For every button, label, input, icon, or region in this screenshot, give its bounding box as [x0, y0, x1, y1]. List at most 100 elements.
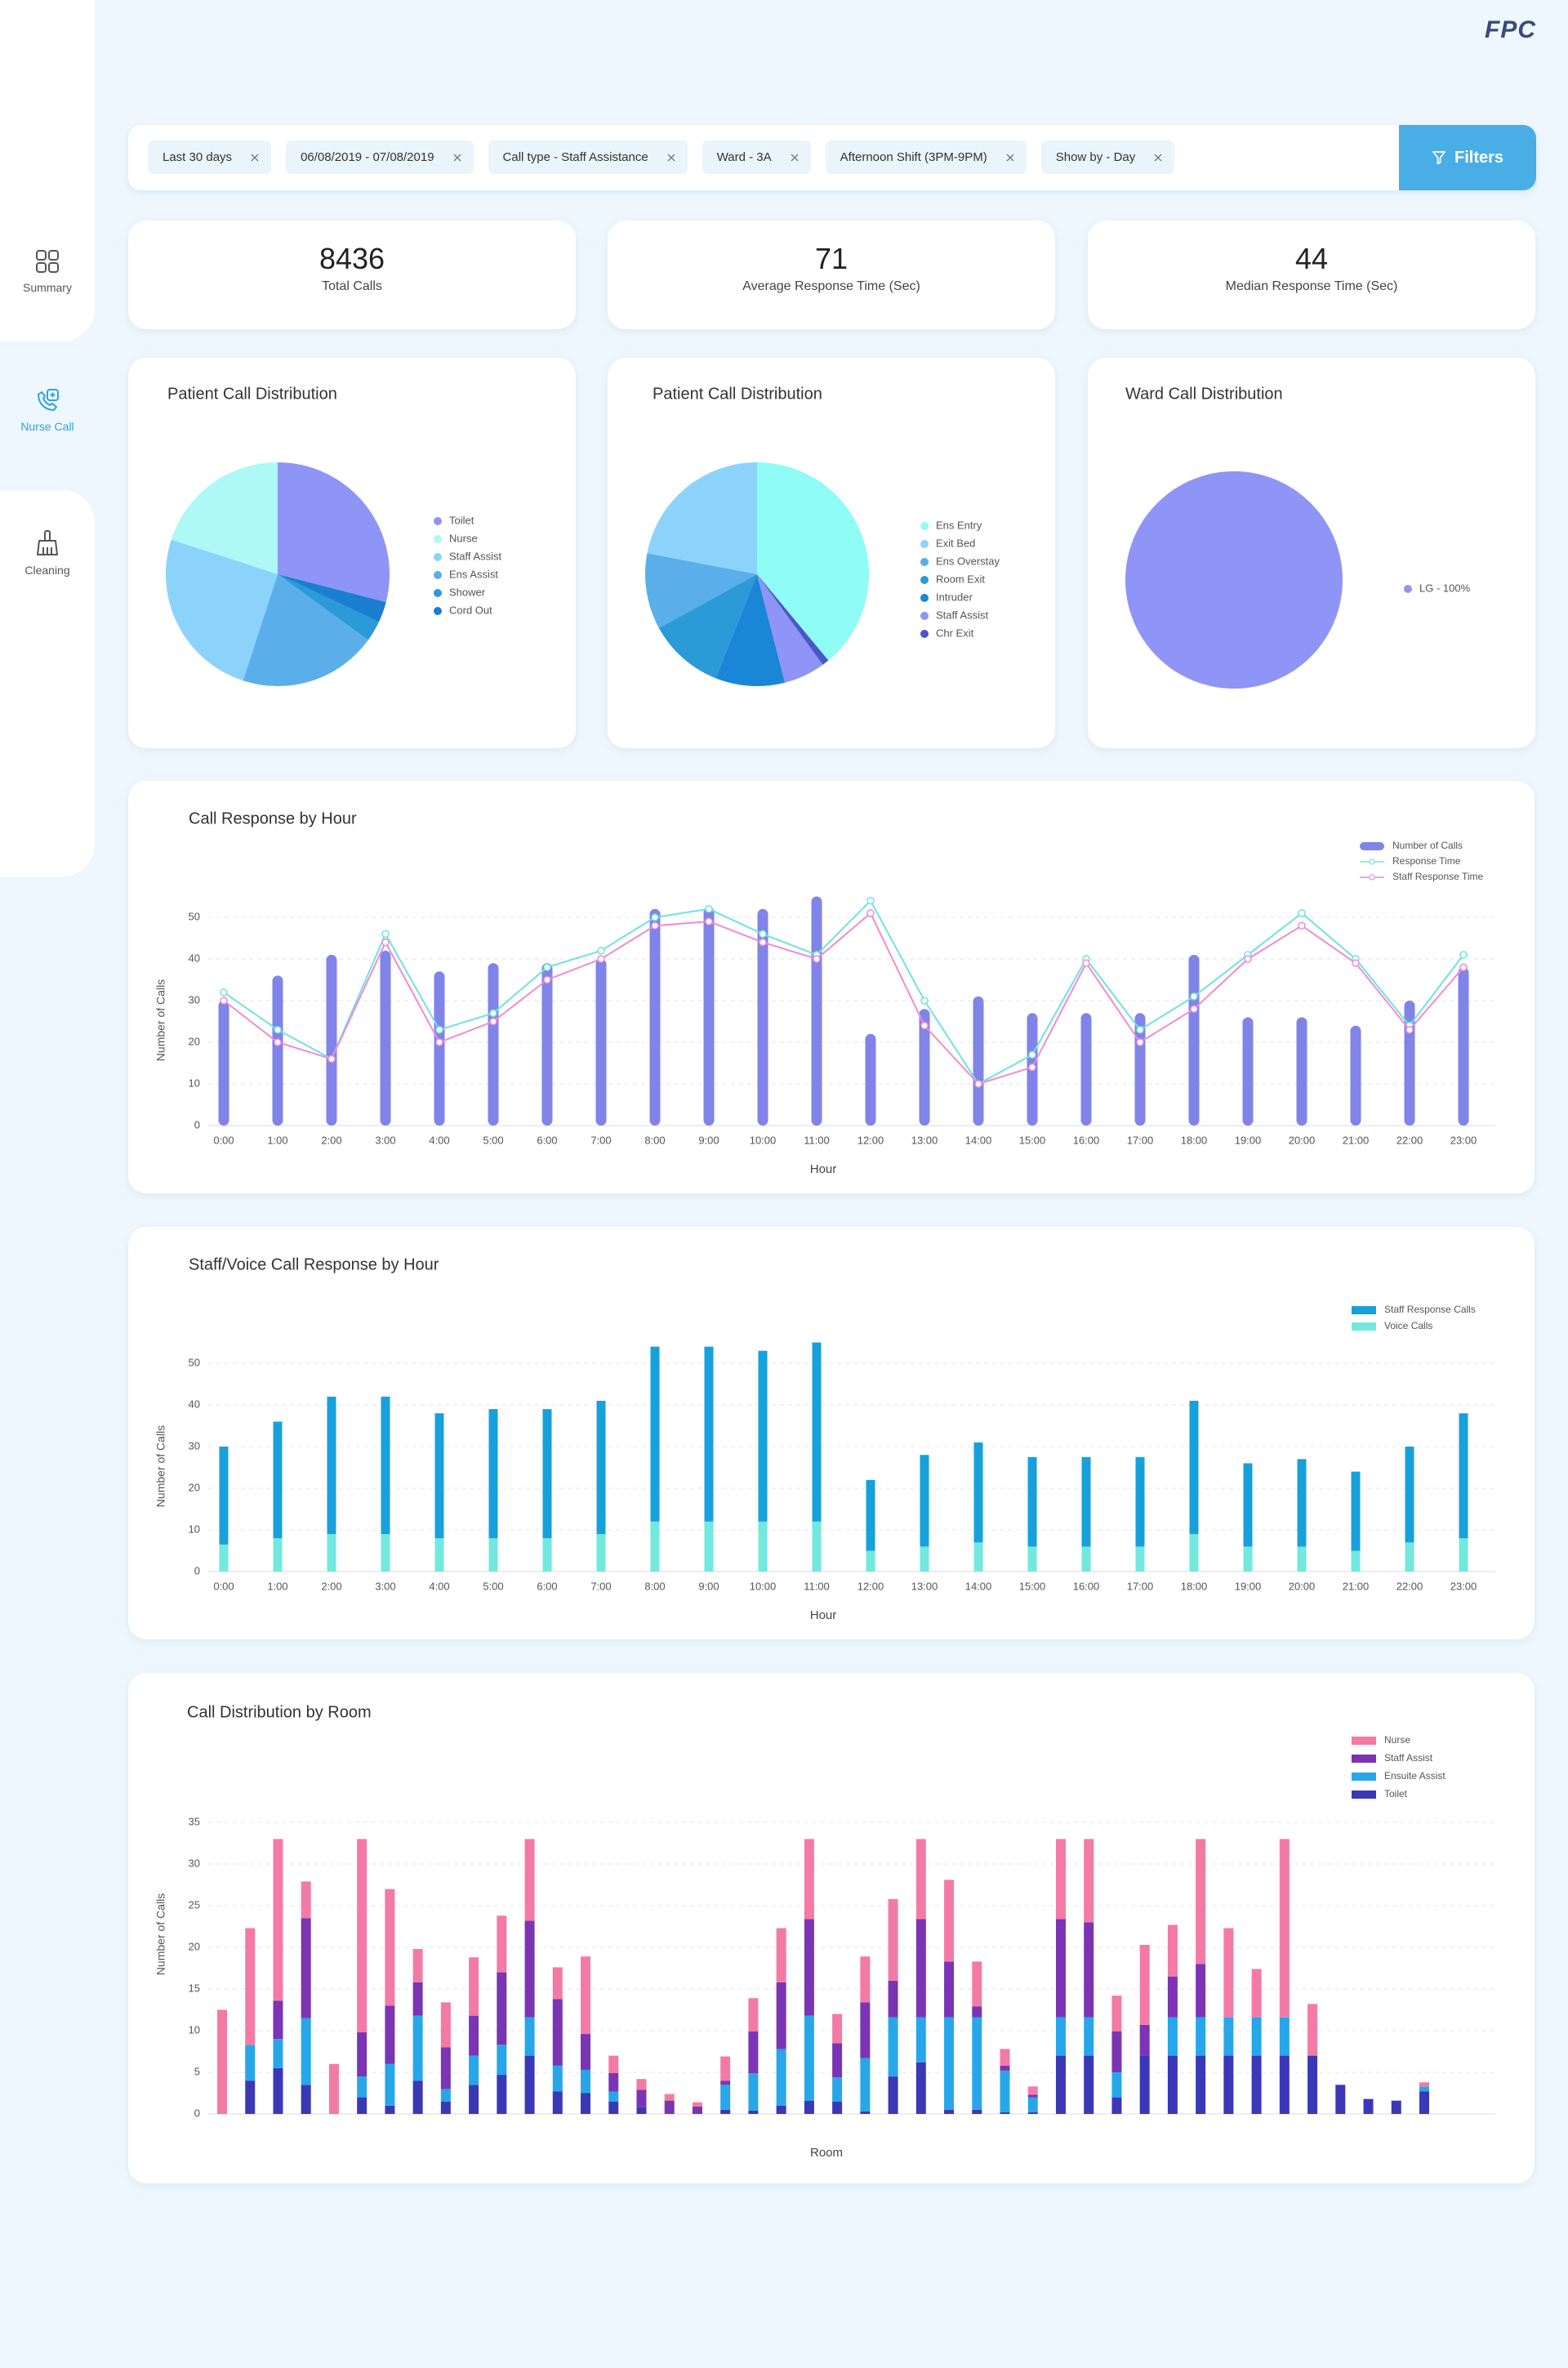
x-tick-label: 6:00	[537, 1134, 557, 1146]
bar-segment	[1055, 1839, 1066, 1920]
legend-label: Toilet	[1384, 1788, 1408, 1799]
bar-segment	[357, 2097, 368, 2114]
bar-segment	[1055, 2055, 1066, 2114]
bar-segment	[748, 2031, 759, 2074]
kpi-value: 8436	[318, 242, 385, 275]
bar-segment	[1000, 2065, 1010, 2071]
legend-swatch	[1352, 1773, 1376, 1781]
bar-segment	[920, 1455, 929, 1547]
filters-button[interactable]: Filters	[1399, 125, 1536, 190]
nav-nurse-call[interactable]: Nurse Call	[0, 387, 95, 433]
bar-segment	[469, 2015, 479, 2056]
line-point	[435, 1038, 443, 1046]
bar-segment	[692, 2106, 702, 2114]
x-tick-label: 15:00	[1019, 1134, 1046, 1146]
bar-segment	[944, 2109, 955, 2114]
bar-segment	[1251, 2055, 1262, 2114]
chip-close-icon[interactable]	[666, 153, 676, 163]
y-tick-label: 5	[194, 2065, 200, 2077]
nav-summary[interactable]: Summary	[0, 248, 95, 294]
bar-segment	[497, 2075, 507, 2114]
legend-label: Toilet	[449, 514, 474, 526]
filter-chip[interactable]: 06/08/2019 - 07/08/2019	[286, 140, 474, 174]
x-tick-label: 19:00	[1235, 1580, 1262, 1592]
chip-close-icon[interactable]	[790, 153, 800, 163]
legend-dot	[920, 576, 929, 584]
bar-segment	[1111, 1996, 1122, 2032]
legend-dot	[434, 535, 442, 543]
x-tick-label: 5:00	[483, 1134, 503, 1146]
chip-close-icon[interactable]	[1005, 153, 1015, 163]
legend-label: Staff Response Time	[1392, 871, 1483, 882]
filter-chip[interactable]: Call type - Staff Assistance	[488, 140, 688, 174]
line-point	[759, 930, 767, 939]
x-tick-label: 0:00	[213, 1134, 234, 1146]
bar-segment	[1167, 1976, 1178, 2018]
chip-close-icon[interactable]	[1153, 153, 1163, 163]
bar-segment	[1196, 1839, 1206, 1964]
legend-label: Room Exit	[936, 573, 985, 585]
bar-segment	[245, 2045, 256, 2081]
line-point	[1405, 1025, 1414, 1034]
bar-segment	[1419, 2091, 1429, 2114]
x-tick-label: 2:00	[321, 1134, 341, 1146]
bar-segment	[412, 1949, 423, 1982]
bar-segment	[804, 2015, 814, 2101]
filter-chip[interactable]: Last 30 days	[148, 140, 272, 174]
bar-segment	[920, 1546, 929, 1572]
bar-segment	[1279, 1839, 1290, 2018]
bar	[703, 907, 715, 1126]
bar-segment	[804, 2100, 814, 2114]
chip-close-icon[interactable]	[452, 153, 462, 163]
legend-label: LG - 100%	[1419, 582, 1471, 594]
chart-card: Ward Call Distribution LG - 100%	[1088, 358, 1535, 748]
bar-segment	[327, 1396, 336, 1535]
bar-segment	[581, 2069, 591, 2094]
bar-segment	[915, 2062, 926, 2114]
chip-close-icon[interactable]	[250, 153, 260, 163]
line-point	[489, 1017, 497, 1026]
x-tick-label: 22:00	[1396, 1134, 1423, 1146]
line-point	[705, 917, 713, 925]
bar-segment	[1223, 1928, 1234, 2018]
filter-chip[interactable]: Afternoon Shift (3PM-9PM)	[825, 140, 1027, 174]
bar-segment	[385, 1889, 395, 2006]
y-tick-label: 40	[189, 1398, 200, 1410]
bar-segment	[581, 2034, 591, 2070]
bar	[1350, 1025, 1361, 1126]
bar-segment	[596, 1400, 606, 1535]
bar-segment	[832, 2101, 843, 2114]
bar-segment	[812, 1521, 822, 1572]
bar-segment	[542, 1409, 552, 1539]
bar-segment	[944, 2017, 955, 2110]
line-point	[651, 921, 659, 930]
x-tick-label: 3:00	[375, 1134, 395, 1146]
bar-segment	[1419, 2082, 1429, 2087]
x-tick-label: 22:00	[1396, 1580, 1423, 1592]
bar-segment	[720, 2056, 731, 2081]
bar-segment	[301, 1881, 311, 1919]
bar	[218, 1001, 229, 1126]
legend-dot	[434, 553, 442, 561]
bar-segment	[758, 1521, 768, 1572]
x-tick-label: 13:00	[911, 1580, 938, 1592]
bar-segment	[552, 2091, 563, 2114]
bar-segment	[245, 1928, 256, 2045]
line-point	[759, 938, 767, 947]
pie-slice	[757, 574, 823, 683]
bar-segment	[915, 2017, 926, 2063]
bar-segment	[327, 1534, 336, 1572]
nav-cleaning[interactable]: Cleaning	[0, 529, 95, 577]
filter-chip[interactable]: Ward - 3A	[702, 140, 811, 174]
legend-label: Staff Assist	[449, 550, 501, 562]
bar-segment	[273, 2000, 283, 2040]
bar-segment	[1279, 2017, 1290, 2056]
pie-slice	[278, 574, 386, 622]
bar-segment	[488, 1409, 498, 1539]
bar-segment	[944, 1880, 955, 1962]
kpi-label: Total Calls	[322, 279, 382, 293]
x-tick-label: 2:00	[321, 1580, 341, 1592]
line-series	[223, 899, 1464, 1086]
x-axis-label: Hour	[810, 1162, 837, 1176]
filter-chip[interactable]: Show by - Day	[1040, 140, 1175, 174]
